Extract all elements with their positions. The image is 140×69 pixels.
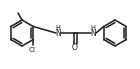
Text: N: N [90, 28, 96, 37]
Text: N: N [55, 28, 61, 37]
Text: Cl: Cl [29, 47, 36, 53]
Text: O: O [72, 43, 78, 53]
Text: H: H [91, 25, 95, 31]
Text: H: H [56, 25, 60, 31]
